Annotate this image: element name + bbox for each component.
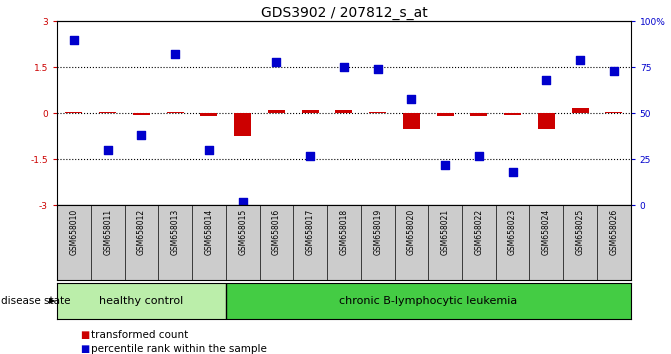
Text: percentile rank within the sample: percentile rank within the sample <box>91 344 266 354</box>
Bar <box>57 283 225 319</box>
Bar <box>268 110 285 113</box>
Text: ▶: ▶ <box>49 296 56 306</box>
Bar <box>201 113 217 116</box>
Bar <box>605 112 622 113</box>
Text: GSM658016: GSM658016 <box>272 209 281 255</box>
Text: ■: ■ <box>81 330 90 339</box>
Point <box>271 59 282 64</box>
Text: GSM658021: GSM658021 <box>441 209 450 255</box>
Bar <box>403 113 420 129</box>
Point <box>575 57 586 63</box>
Bar <box>504 113 521 115</box>
Bar <box>302 110 319 113</box>
Text: ■: ■ <box>81 344 90 354</box>
Bar <box>234 113 251 136</box>
Point <box>68 37 79 42</box>
Bar <box>437 113 454 116</box>
Point <box>102 147 113 153</box>
Point <box>203 147 214 153</box>
Point <box>440 162 450 168</box>
Text: GSM658023: GSM658023 <box>508 209 517 255</box>
Text: chronic B-lymphocytic leukemia: chronic B-lymphocytic leukemia <box>339 296 517 306</box>
Point <box>238 199 248 205</box>
Text: disease state: disease state <box>1 296 71 306</box>
Bar <box>99 112 116 113</box>
Point <box>406 96 417 101</box>
Text: GSM658013: GSM658013 <box>170 209 180 255</box>
Bar <box>66 112 83 113</box>
Point <box>541 77 552 83</box>
Text: GSM658024: GSM658024 <box>542 209 551 255</box>
Bar <box>538 113 555 129</box>
Text: GSM658017: GSM658017 <box>305 209 315 255</box>
Point <box>170 52 180 57</box>
Bar <box>166 112 184 113</box>
Text: GSM658010: GSM658010 <box>69 209 79 255</box>
Text: GSM658019: GSM658019 <box>373 209 382 255</box>
Title: GDS3902 / 207812_s_at: GDS3902 / 207812_s_at <box>260 6 427 20</box>
Text: GSM658025: GSM658025 <box>576 209 584 255</box>
Point <box>136 132 147 138</box>
Point <box>474 153 484 159</box>
Bar <box>225 283 631 319</box>
Point <box>507 169 518 175</box>
Bar <box>470 113 487 116</box>
Point <box>372 66 383 72</box>
Text: GSM658020: GSM658020 <box>407 209 416 255</box>
Text: GSM658018: GSM658018 <box>340 209 348 255</box>
Text: transformed count: transformed count <box>91 330 188 339</box>
Point <box>609 68 619 74</box>
Text: GSM658026: GSM658026 <box>609 209 619 255</box>
Bar <box>336 110 352 113</box>
Text: GSM658012: GSM658012 <box>137 209 146 255</box>
Text: GSM658014: GSM658014 <box>205 209 213 255</box>
Bar <box>572 108 588 113</box>
Bar <box>369 112 386 113</box>
Text: healthy control: healthy control <box>99 296 184 306</box>
Point <box>339 64 350 70</box>
Text: GSM658011: GSM658011 <box>103 209 112 255</box>
Bar <box>133 113 150 114</box>
Text: GSM658015: GSM658015 <box>238 209 247 255</box>
Point <box>305 153 315 159</box>
Text: GSM658022: GSM658022 <box>474 209 483 255</box>
